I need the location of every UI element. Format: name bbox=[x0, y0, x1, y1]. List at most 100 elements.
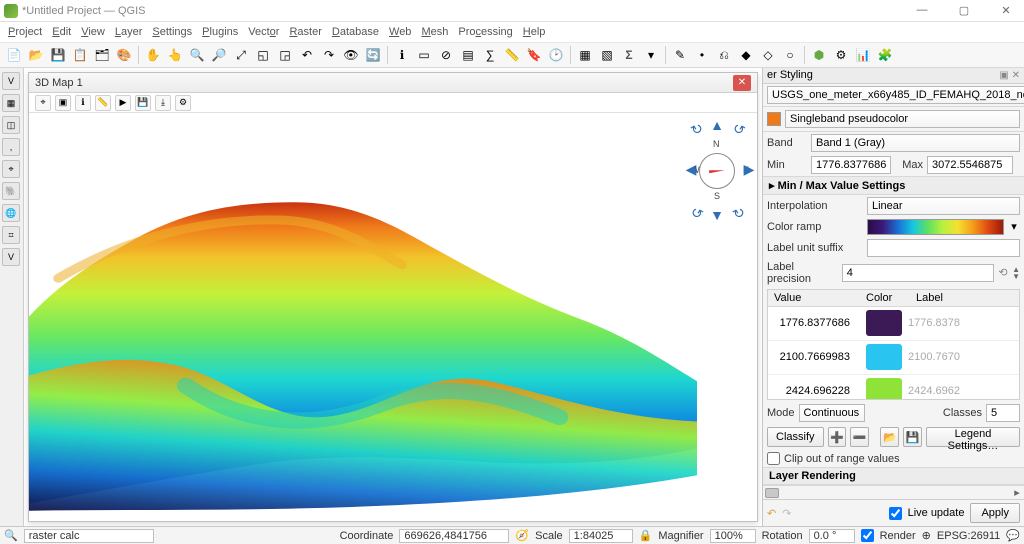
tb-edit5[interactable]: ◇ bbox=[758, 45, 778, 65]
nav-up-icon[interactable]: ▲ bbox=[709, 117, 725, 133]
dock-wms-icon[interactable]: 🌐 bbox=[2, 204, 20, 222]
suffix-input[interactable] bbox=[867, 239, 1020, 257]
layer-select[interactable]: USGS_one_meter_x66y485_ID_FEMAHQ_2018_no… bbox=[767, 86, 1024, 104]
map3d-canvas[interactable]: ↻ ▲ ↺ N ◀ W E ▶ S ↺ ▼ ↻ bbox=[29, 113, 757, 521]
map3d-export-icon[interactable]: ⤓ bbox=[155, 95, 171, 111]
nav-down-icon[interactable]: ▼ bbox=[709, 207, 725, 223]
clip-checkbox[interactable] bbox=[767, 452, 780, 465]
map-theme-icon[interactable]: 👁 bbox=[341, 45, 361, 65]
nav-right-icon[interactable]: ▶ bbox=[741, 161, 757, 177]
menu-settings[interactable]: Settings bbox=[148, 24, 196, 40]
zoom-next-icon[interactable]: ↷ bbox=[319, 45, 339, 65]
locator-input[interactable]: raster calc bbox=[24, 529, 154, 543]
max-input[interactable] bbox=[927, 156, 1013, 174]
tb-edit2[interactable]: • bbox=[692, 45, 712, 65]
band-select[interactable]: Band 1 (Gray) bbox=[811, 134, 1020, 152]
new-layout-icon[interactable]: 📋 bbox=[70, 45, 90, 65]
map3d-measure-icon[interactable]: 📏 bbox=[95, 95, 111, 111]
nav-tilt-up-left-icon[interactable]: ↻ bbox=[686, 118, 708, 140]
menu-help[interactable]: Help bbox=[519, 24, 550, 40]
refresh-icon[interactable]: 🔄 bbox=[363, 45, 383, 65]
locator-icon[interactable]: 🔍 bbox=[4, 529, 18, 542]
map3d-options-icon[interactable]: ⚙ bbox=[175, 95, 191, 111]
zoom-out-icon[interactable]: 🔎 bbox=[209, 45, 229, 65]
color-ramp[interactable] bbox=[867, 219, 1004, 235]
classify-button[interactable]: Classify bbox=[767, 427, 824, 447]
zoom-selection-icon[interactable]: ◱ bbox=[253, 45, 273, 65]
identify-icon[interactable]: ℹ bbox=[392, 45, 412, 65]
dock-pg-icon[interactable]: 🐘 bbox=[2, 182, 20, 200]
style-manager-icon[interactable]: 🎨 bbox=[114, 45, 134, 65]
zoom-in-icon[interactable]: 🔍 bbox=[187, 45, 207, 65]
map3d-identify-icon[interactable]: ℹ bbox=[75, 95, 91, 111]
compass-icon[interactable] bbox=[699, 153, 735, 189]
undo-icon[interactable]: ↶ bbox=[767, 507, 776, 520]
render-checkbox[interactable] bbox=[861, 529, 874, 542]
precision-reset-icon[interactable]: ⟲ bbox=[998, 266, 1008, 279]
map3d-save-icon[interactable]: 💾 bbox=[135, 95, 151, 111]
open-icon[interactable]: 📂 bbox=[26, 45, 46, 65]
extents-icon[interactable]: 🧭 bbox=[515, 529, 529, 542]
deselect-icon[interactable]: ⊘ bbox=[436, 45, 456, 65]
dock-csv-icon[interactable]: , bbox=[2, 138, 20, 156]
measure-icon[interactable]: 📏 bbox=[502, 45, 522, 65]
render-type-select[interactable]: Singleband pseudocolor bbox=[785, 110, 1020, 128]
legend-settings-button[interactable]: Legend Settings… bbox=[926, 427, 1020, 447]
bookmark-icon[interactable]: 🔖 bbox=[524, 45, 544, 65]
class-row[interactable]: 2424.6962282424.6962 bbox=[768, 375, 1019, 400]
menu-project[interactable]: Project bbox=[4, 24, 46, 40]
map3d-camera-icon[interactable]: ⌖ bbox=[35, 95, 51, 111]
map3d-close-button[interactable]: ✕ bbox=[733, 75, 751, 91]
tb-misc1[interactable]: ▦ bbox=[575, 45, 595, 65]
redo-icon[interactable]: ↷ bbox=[782, 507, 791, 520]
dock-virtual-icon[interactable]: V bbox=[2, 248, 20, 266]
class-row[interactable]: 2100.76699832100.7670 bbox=[768, 341, 1019, 375]
tb-misc3[interactable]: ▾ bbox=[641, 45, 661, 65]
rot-value[interactable]: 0.0 ° bbox=[809, 529, 855, 543]
menu-edit[interactable]: Edit bbox=[48, 24, 75, 40]
layer-rendering-header[interactable]: Layer Rendering bbox=[763, 467, 1024, 485]
panel-dock-icon[interactable]: ▣ ✕ bbox=[999, 70, 1020, 81]
messages-icon[interactable]: 💬 bbox=[1006, 529, 1020, 542]
menu-database[interactable]: Database bbox=[328, 24, 383, 40]
tb-edit1[interactable]: ✎ bbox=[670, 45, 690, 65]
close-button[interactable]: ✕ bbox=[992, 4, 1020, 17]
maximize-button[interactable]: ▢ bbox=[950, 4, 978, 17]
select-icon[interactable]: ▭ bbox=[414, 45, 434, 65]
pan-selection-icon[interactable]: 👆 bbox=[165, 45, 185, 65]
add-class-button[interactable]: ➕ bbox=[828, 427, 847, 447]
crs-icon[interactable]: ⊕ bbox=[922, 529, 931, 542]
load-ramp-button[interactable]: 📂 bbox=[880, 427, 899, 447]
tb-plugin4[interactable]: 🧩 bbox=[875, 45, 895, 65]
pan-icon[interactable]: ✋ bbox=[143, 45, 163, 65]
remove-class-button[interactable]: ➖ bbox=[850, 427, 869, 447]
tb-plugin3[interactable]: 📊 bbox=[853, 45, 873, 65]
minimize-button[interactable]: — bbox=[908, 4, 936, 17]
class-swatch[interactable] bbox=[866, 378, 902, 400]
classes-input[interactable] bbox=[986, 404, 1020, 422]
live-update-checkbox[interactable] bbox=[889, 507, 902, 520]
dock-raster-icon[interactable]: ▦ bbox=[2, 94, 20, 112]
tb-plugin1[interactable]: ⬢ bbox=[809, 45, 829, 65]
panel-hscroll[interactable]: ▸ bbox=[763, 485, 1024, 499]
menu-mesh[interactable]: Mesh bbox=[417, 24, 452, 40]
tb-plugin2[interactable]: ⚙ bbox=[831, 45, 851, 65]
menu-plugins[interactable]: Plugins bbox=[198, 24, 242, 40]
dock-mesh-icon[interactable]: ◫ bbox=[2, 116, 20, 134]
class-swatch[interactable] bbox=[866, 344, 902, 370]
map3d-anim-icon[interactable]: ▶ bbox=[115, 95, 131, 111]
nav-tilt-dn-right-icon[interactable]: ↻ bbox=[728, 202, 750, 224]
min-input[interactable] bbox=[811, 156, 891, 174]
tb-edit6[interactable]: ○ bbox=[780, 45, 800, 65]
save-icon[interactable]: 💾 bbox=[48, 45, 68, 65]
nav-tilt-dn-left-icon[interactable]: ↺ bbox=[686, 202, 708, 224]
precision-spinner[interactable]: ▲▼ bbox=[1012, 266, 1020, 280]
coord-value[interactable]: 669626,4841756 bbox=[399, 529, 509, 543]
temporal-icon[interactable]: 🕑 bbox=[546, 45, 566, 65]
menu-web[interactable]: Web bbox=[385, 24, 415, 40]
menu-processing[interactable]: Processing bbox=[454, 24, 516, 40]
menu-vector[interactable]: Vector bbox=[244, 24, 283, 40]
apply-button[interactable]: Apply bbox=[970, 503, 1020, 523]
menu-raster[interactable]: Raster bbox=[285, 24, 325, 40]
dock-gps-icon[interactable]: ⌖ bbox=[2, 160, 20, 178]
